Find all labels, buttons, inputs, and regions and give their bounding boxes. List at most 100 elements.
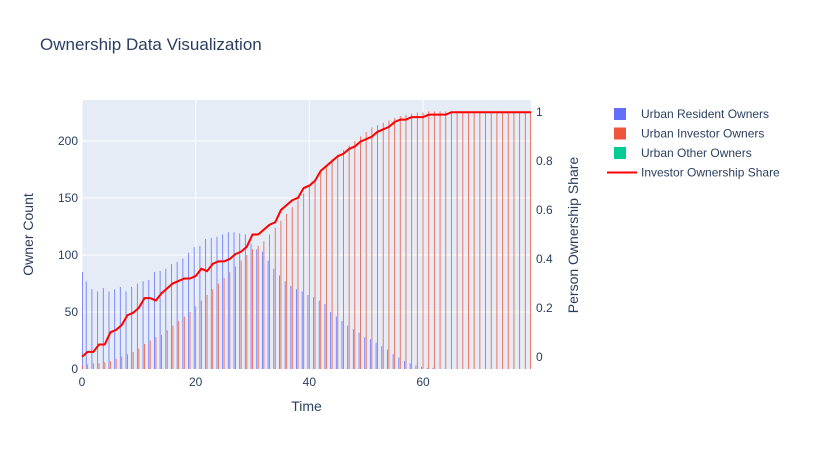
bar-urban-investor-owners [115,358,117,369]
bar-urban-investor-owners [269,234,271,369]
bar-urban-resident-owners [387,349,388,369]
bar-urban-resident-owners [290,285,292,369]
bar-urban-resident-owners [159,270,161,369]
bar-urban-investor-owners [428,111,430,369]
bar-urban-resident-owners [279,275,280,369]
bar-urban-investor-owners [445,111,447,369]
bar-urban-investor-owners [280,220,282,369]
bar-urban-investor-owners [223,277,225,369]
y2-tick-label: 1 [536,105,543,119]
bar-urban-resident-owners [341,321,343,369]
bar-urban-resident-owners [347,325,349,369]
bar-urban-resident-owners [404,361,405,369]
bar-urban-investor-owners [433,111,435,369]
bar-urban-investor-owners [456,111,458,369]
bar-urban-resident-owners [409,363,411,369]
bar-urban-investor-owners [235,266,236,369]
bar-urban-investor-owners [422,112,424,369]
bar-urban-resident-owners [392,354,394,369]
bar-urban-investor-owners [166,330,168,369]
y2-tick-label: 0.4 [536,252,553,266]
bar-urban-resident-owners [171,264,172,369]
bar-urban-resident-owners [85,281,87,369]
bar-urban-resident-owners [318,300,320,369]
bar-urban-investor-owners [200,300,202,369]
bar-urban-resident-owners [165,268,167,369]
legend-label: Urban Resident Owners [641,107,769,121]
bar-urban-investor-owners [257,245,259,369]
bar-urban-investor-owners [337,154,339,369]
bar-urban-resident-owners [256,249,258,369]
y-tick-label: 150 [58,191,78,205]
bar-urban-investor-owners [439,111,441,369]
bar-urban-investor-owners [377,125,378,370]
bar-urban-resident-owners [199,245,201,369]
y-tick-label: 0 [71,362,78,376]
bar-urban-investor-owners [394,118,396,369]
bar-urban-investor-owners [303,193,305,369]
bar-urban-resident-owners [369,339,371,369]
bar-urban-investor-owners [246,255,248,369]
bar-urban-investor-owners [252,249,253,369]
bar-urban-investor-owners [405,114,407,369]
bar-urban-resident-owners [261,251,263,369]
bar-urban-investor-owners [144,343,145,369]
plot-area [82,100,531,369]
bar-urban-investor-owners [308,186,310,369]
y2-tick-label: 0.8 [536,154,553,168]
bar-urban-resident-owners [153,272,155,369]
bar-urban-resident-owners [398,357,400,369]
axes-layer: 0 20 40 60 0 50 100 150 200 0 0.2 0.4 0.6 0.8 1 [58,105,553,389]
bar-urban-investor-owners [513,111,515,369]
bar-urban-resident-owners [91,289,93,369]
bar-urban-investor-owners [411,113,413,369]
bar-urban-investor-owners [485,111,486,369]
bar-urban-resident-owners [307,294,309,369]
bar-urban-resident-owners [426,367,428,369]
y-tick-label: 50 [65,305,79,319]
x-tick-label: 20 [189,375,203,389]
bar-urban-investor-owners [240,260,242,369]
bar-urban-investor-owners [365,131,367,369]
bar-urban-investor-owners [502,111,504,369]
bar-urban-investor-owners [354,141,356,369]
x-tick-label: 0 [79,375,86,389]
bar-urban-resident-owners [284,281,286,369]
bar-urban-investor-owners [286,213,288,369]
bar-urban-investor-owners [121,356,123,369]
y2-tick-label: 0.2 [536,301,553,315]
bar-urban-investor-owners [87,364,89,369]
bar-urban-investor-owners [172,325,174,369]
bar-urban-resident-owners [421,366,423,369]
bar-urban-investor-owners [524,111,526,369]
bar-urban-resident-owners [119,286,121,369]
bar-urban-investor-owners [479,111,481,369]
bar-urban-resident-owners [125,291,127,369]
bars-layer [82,111,531,370]
bar-urban-resident-owners [222,234,224,369]
bar-urban-resident-owners [182,258,184,369]
bar-urban-investor-owners [291,207,293,369]
bar-urban-resident-owners [267,260,269,369]
bar-urban-investor-owners [462,111,464,369]
bar-urban-investor-owners [490,111,492,369]
y2-axis-title: Person Ownership Share [565,157,581,314]
bar-urban-resident-owners [239,233,241,369]
bar-urban-resident-owners [102,288,104,369]
bar-urban-investor-owners [325,166,327,369]
bar-urban-investor-owners [331,159,333,369]
bar-urban-resident-owners [131,286,133,369]
y-axis-title: Owner Count [20,193,36,276]
bar-urban-resident-owners [358,332,360,369]
bar-urban-investor-owners [155,337,157,369]
y-tick-label: 100 [58,248,78,262]
bar-urban-investor-owners [297,200,299,369]
bar-urban-investor-owners [360,136,361,369]
x-axis-title: Time [291,398,322,414]
bar-urban-investor-owners [217,283,219,369]
bar-urban-investor-owners [92,363,94,369]
bar-urban-resident-owners [330,312,332,369]
bar-urban-investor-owners [212,289,214,369]
bar-urban-investor-owners [98,363,100,369]
